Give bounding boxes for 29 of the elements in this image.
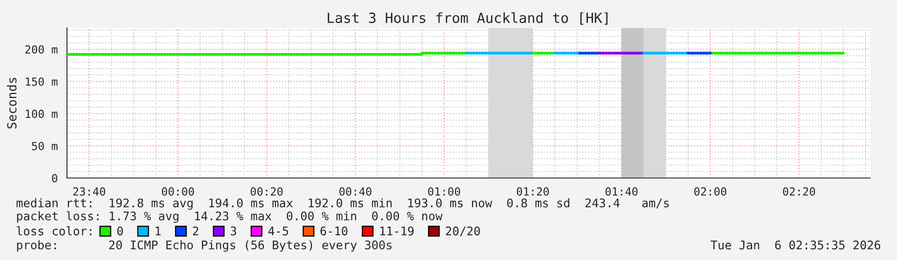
y-tick-label: 100 m <box>26 110 58 118</box>
legend-label: 1 <box>156 226 161 236</box>
y-tick-label: 150 m <box>26 77 58 86</box>
y-tick-label: 50 m <box>32 142 58 150</box>
x-tick-label: 00:40 <box>339 187 372 196</box>
x-tick-label: 01:20 <box>516 187 549 196</box>
legend-label: 0 <box>117 226 123 236</box>
text: Tue Jan 6 02:35:35 2026 <box>710 240 880 250</box>
legend-label: 11-19 <box>380 226 414 236</box>
x-tick-label: 01:40 <box>606 187 638 196</box>
x-tick-label: 23:40 <box>73 187 106 196</box>
legend-label: 4-5 <box>268 226 288 236</box>
chart-title: Last 3 Hours from Auckland to [HK] <box>328 12 608 25</box>
y-tick-label: 200 m <box>25 45 58 54</box>
x-tick-label: 01:00 <box>428 187 460 196</box>
legend-label: 20/20 <box>446 226 480 236</box>
text: packet loss: 1.73 % avg 14.23 % max 0.00 % min 0.00 % now <box>17 211 442 223</box>
legend-label: 2 <box>193 226 198 236</box>
legend-label: 3 <box>230 226 236 236</box>
y-tick-label: 0 <box>52 174 58 182</box>
x-tick-label: 00:00 <box>162 187 194 196</box>
x-tick-label: 02:00 <box>694 187 726 196</box>
text: probe: 20 ICMP Echo Pings (56 Bytes) every 300s <box>17 240 392 252</box>
legend-label: 6-10 <box>320 226 348 236</box>
legend-title: loss color: <box>16 226 92 236</box>
y-axis-title: Seconds <box>6 78 17 128</box>
text: median rtt: 192.8 ms avg 194.0 ms max 192.0 ms min 193.0 ms now 0.8 ms sd 243.4 am/s <box>16 198 669 210</box>
x-tick-label: 00:20 <box>250 187 283 196</box>
x-tick-label: 02:20 <box>783 187 816 196</box>
